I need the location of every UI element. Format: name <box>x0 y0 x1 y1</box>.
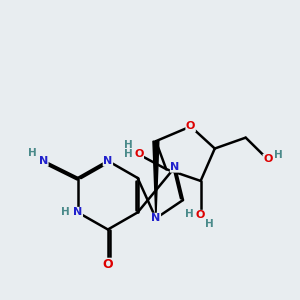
Text: N: N <box>103 156 112 166</box>
Text: H: H <box>28 148 37 158</box>
Text: O: O <box>134 149 143 159</box>
Text: H: H <box>124 140 133 150</box>
Text: O: O <box>196 210 205 220</box>
Text: N: N <box>170 162 180 172</box>
Polygon shape <box>153 141 159 218</box>
Text: H: H <box>124 149 133 159</box>
Text: O: O <box>103 258 113 271</box>
Text: H: H <box>185 209 194 219</box>
Text: N: N <box>151 213 160 223</box>
Text: O: O <box>186 122 195 131</box>
Text: H: H <box>205 219 213 229</box>
Text: N: N <box>73 207 83 218</box>
Text: H: H <box>61 207 70 218</box>
Text: O: O <box>263 154 272 164</box>
Text: N: N <box>39 156 48 166</box>
Text: H: H <box>274 150 283 160</box>
